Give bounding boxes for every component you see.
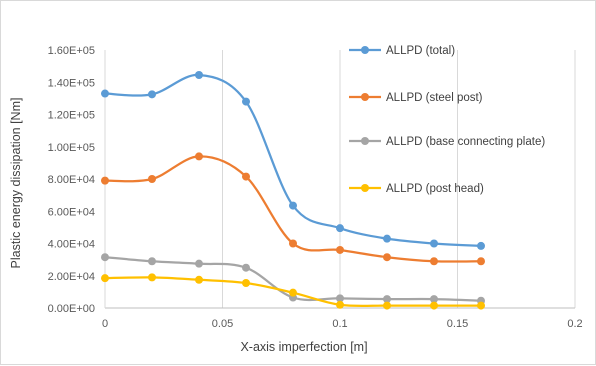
axes: 0 0.05 0.1 0.15 0.2 0.00E+00 2.00E+04 4.00E+04 6… [48, 45, 583, 330]
data-point [242, 263, 250, 272]
data-point [336, 300, 344, 309]
y-tick-label: 1.20E+05 [48, 110, 95, 122]
series-line [104, 73, 482, 248]
series-0 [101, 70, 485, 250]
data-point [242, 279, 250, 288]
data-point [289, 239, 297, 248]
data-point [477, 241, 485, 250]
y-tick-label: 1.60E+05 [48, 45, 95, 57]
data-point [195, 259, 203, 268]
data-point [289, 201, 297, 210]
legend-label: ALLPD (steel post) [386, 92, 483, 104]
legend-label: ALLPD (base connecting plate) [386, 136, 545, 148]
data-point [289, 288, 297, 297]
y-tick-label: 2.00E+04 [48, 271, 95, 283]
series-1 [101, 152, 485, 266]
legend-entry: ALLPD (total) [349, 45, 455, 57]
legend-marker [361, 184, 369, 192]
data-point [101, 253, 109, 262]
data-point [383, 234, 391, 243]
y-tick-label: 8.00E+04 [48, 174, 95, 186]
legend-entry: ALLPD (base connecting plate) [349, 136, 545, 148]
data-point [477, 301, 485, 310]
grid-lines [222, 50, 576, 308]
y-tick-label: 4.00E+04 [48, 239, 95, 251]
y-tick-label: 0.00E+00 [48, 303, 95, 315]
data-point [195, 275, 203, 284]
legend-entry: ALLPD (post head) [349, 183, 484, 195]
data-point [383, 301, 391, 310]
x-tick-label: 0.15 [447, 318, 468, 330]
data-point [242, 97, 250, 106]
series-3 [101, 273, 485, 310]
x-tick-label: 0.1 [332, 318, 347, 330]
x-tick-label: 0 [102, 318, 108, 330]
data-point [101, 89, 109, 98]
data-point [148, 257, 156, 266]
data-point [430, 239, 438, 248]
legend-marker [361, 46, 369, 54]
data-point [336, 294, 344, 303]
data-point [242, 172, 250, 181]
data-point [383, 253, 391, 262]
y-tick-label: 6.00E+04 [48, 206, 95, 218]
data-point [430, 257, 438, 266]
y-tick-label: 1.00E+05 [48, 142, 95, 154]
data-point [148, 273, 156, 282]
data-point [195, 152, 203, 161]
legend-marker [361, 137, 369, 145]
data-point [430, 301, 438, 310]
data-point [148, 90, 156, 99]
y-axis-title: Plastic energy dissipation [Nm] [9, 98, 23, 269]
legend-entry: ALLPD (steel post) [349, 92, 483, 104]
data-point [101, 274, 109, 283]
data-point [336, 245, 344, 254]
legend-label: ALLPD (total) [386, 45, 455, 57]
data-point [195, 70, 203, 79]
data-point [148, 175, 156, 183]
x-axis-title: X-axis imperfection [m] [240, 340, 367, 354]
x-tick-label: 0.05 [212, 318, 233, 330]
legend-marker [361, 93, 369, 101]
series-2 [101, 253, 485, 305]
data-point [336, 224, 344, 233]
data-point [383, 295, 391, 304]
data-point [477, 257, 485, 266]
y-tick-label: 1.40E+05 [48, 77, 95, 89]
series-layer [101, 70, 485, 310]
legend-label: ALLPD (post head) [386, 183, 484, 195]
x-tick-label: 0.2 [567, 318, 582, 330]
data-point [101, 176, 109, 185]
data-point [430, 295, 438, 304]
legend: ALLPD (total) ALLPD (steel post) ALLPD (ba… [349, 45, 545, 195]
